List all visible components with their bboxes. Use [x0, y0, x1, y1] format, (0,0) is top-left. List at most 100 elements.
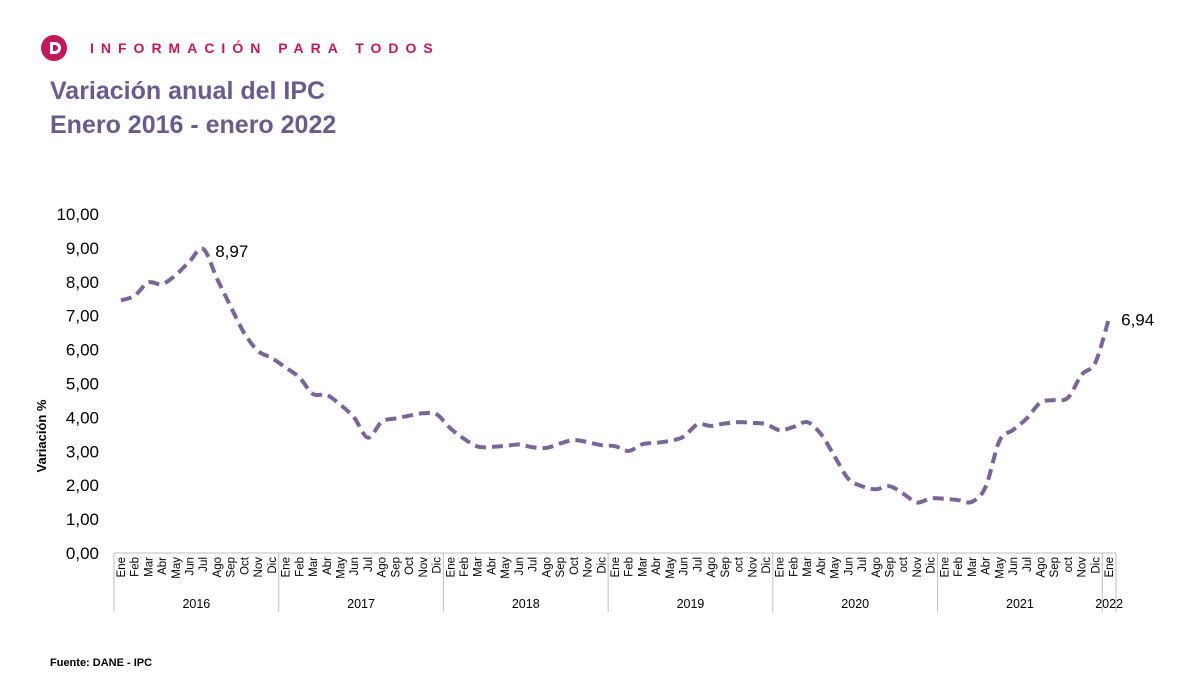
chart-title-block: Variación anual del IPC Enero 2016 - ene… — [50, 74, 336, 142]
data-point — [750, 421, 754, 425]
data-point — [641, 442, 645, 446]
data-point — [366, 436, 370, 440]
data-point — [1093, 361, 1097, 365]
year-label: 2016 — [182, 597, 210, 611]
x-tick-label: Sep — [390, 557, 402, 577]
x-tick-label: oct — [898, 556, 910, 572]
x-tick-label: Ene — [939, 557, 951, 577]
x-tick-label: Ene — [1104, 557, 1116, 577]
data-point — [1080, 373, 1084, 377]
data-point — [531, 445, 535, 449]
x-tick-label: Nov — [253, 557, 265, 578]
dane-logo-icon — [41, 35, 67, 61]
x-tick-label: Ago — [541, 557, 553, 577]
data-point — [695, 423, 699, 427]
x-tick-label: Feb — [788, 557, 800, 577]
data-point — [970, 500, 974, 504]
x-tick-label: Jun — [843, 557, 855, 576]
data-point — [929, 496, 933, 500]
data-point — [1039, 401, 1043, 405]
y-tick-label: 3,00 — [66, 442, 99, 461]
data-point — [544, 446, 548, 450]
y-tick-label: 2,00 — [66, 476, 99, 495]
data-point — [284, 366, 288, 370]
data-point — [627, 449, 631, 453]
data-point — [421, 411, 425, 415]
data-point — [805, 420, 809, 424]
data-point — [558, 442, 562, 446]
x-tick-label: May — [335, 557, 347, 579]
x-tick-label: Oct — [404, 556, 416, 575]
data-point — [723, 422, 727, 426]
data-point — [270, 356, 274, 360]
data-point — [476, 445, 480, 449]
data-point — [984, 485, 988, 489]
x-tick-label: Ago — [871, 557, 883, 577]
x-tick-label: Jul — [692, 557, 704, 572]
data-point — [146, 281, 150, 285]
data-point — [407, 414, 411, 418]
data-point — [188, 260, 192, 264]
year-label: 2022 — [1095, 597, 1123, 611]
data-point — [201, 247, 205, 251]
x-tick-label: Feb — [953, 557, 965, 577]
data-point — [393, 416, 397, 420]
y-tick-label: 10,00 — [56, 205, 99, 224]
x-tick-label: Jun — [184, 557, 196, 576]
x-tick-label: Mar — [637, 557, 649, 577]
data-point — [119, 298, 123, 302]
x-tick-label: Dic — [926, 557, 938, 574]
data-point — [517, 443, 521, 447]
x-tick-label: Ene — [445, 557, 457, 577]
y-tick-label: 1,00 — [66, 510, 99, 529]
year-label: 2020 — [841, 597, 869, 611]
x-tick-label: Oct — [239, 556, 251, 575]
data-point — [1011, 428, 1015, 432]
data-point — [846, 477, 850, 481]
data-point — [901, 492, 905, 496]
y-tick-label: 9,00 — [66, 239, 99, 258]
data-point — [160, 282, 164, 286]
data-point — [215, 276, 219, 280]
data-point — [874, 487, 878, 491]
x-tick-label: Sep — [555, 557, 567, 577]
year-label: 2021 — [1006, 597, 1034, 611]
data-point — [448, 426, 452, 430]
data-point — [709, 424, 713, 428]
x-tick-label: Feb — [624, 557, 636, 577]
x-tick-label: Dic — [432, 557, 444, 574]
x-tick-label: Abr — [651, 557, 663, 575]
data-point — [1107, 316, 1111, 320]
data-point — [915, 501, 919, 505]
x-tick-label: Ene — [775, 557, 787, 577]
x-tick-label: Abr — [157, 557, 169, 575]
ipc-series-line — [120, 246, 1112, 505]
x-tick-label: Jun — [679, 557, 691, 576]
data-point — [572, 438, 576, 442]
data-point — [791, 425, 795, 429]
x-tick-label: Dic — [267, 557, 279, 574]
data-point — [942, 497, 946, 501]
data-point — [833, 454, 837, 458]
x-tick-label: Jun — [349, 557, 361, 576]
data-point — [1052, 398, 1056, 402]
y-tick-label: 8,00 — [66, 273, 99, 292]
x-tick-label: May — [665, 557, 677, 579]
data-point — [311, 392, 315, 396]
x-tick-label: Mar — [308, 557, 320, 577]
data-point — [613, 444, 617, 448]
data-point — [682, 435, 686, 439]
x-tick-label: Sep — [885, 557, 897, 577]
data-point — [174, 273, 178, 277]
y-tick-label: 6,00 — [66, 341, 99, 360]
x-tick-label: Jul — [857, 557, 869, 572]
data-point — [599, 443, 603, 447]
data-point — [503, 444, 507, 448]
x-tick-label: Feb — [294, 557, 306, 577]
data-point — [352, 416, 356, 420]
data-point — [133, 294, 137, 298]
x-tick-label: Dic — [596, 557, 608, 574]
x-tick-label: Nov — [747, 557, 759, 578]
y-tick-label: 0,00 — [66, 544, 99, 563]
brand-text: INFORMACIÓN PARA TODOS — [90, 40, 440, 56]
